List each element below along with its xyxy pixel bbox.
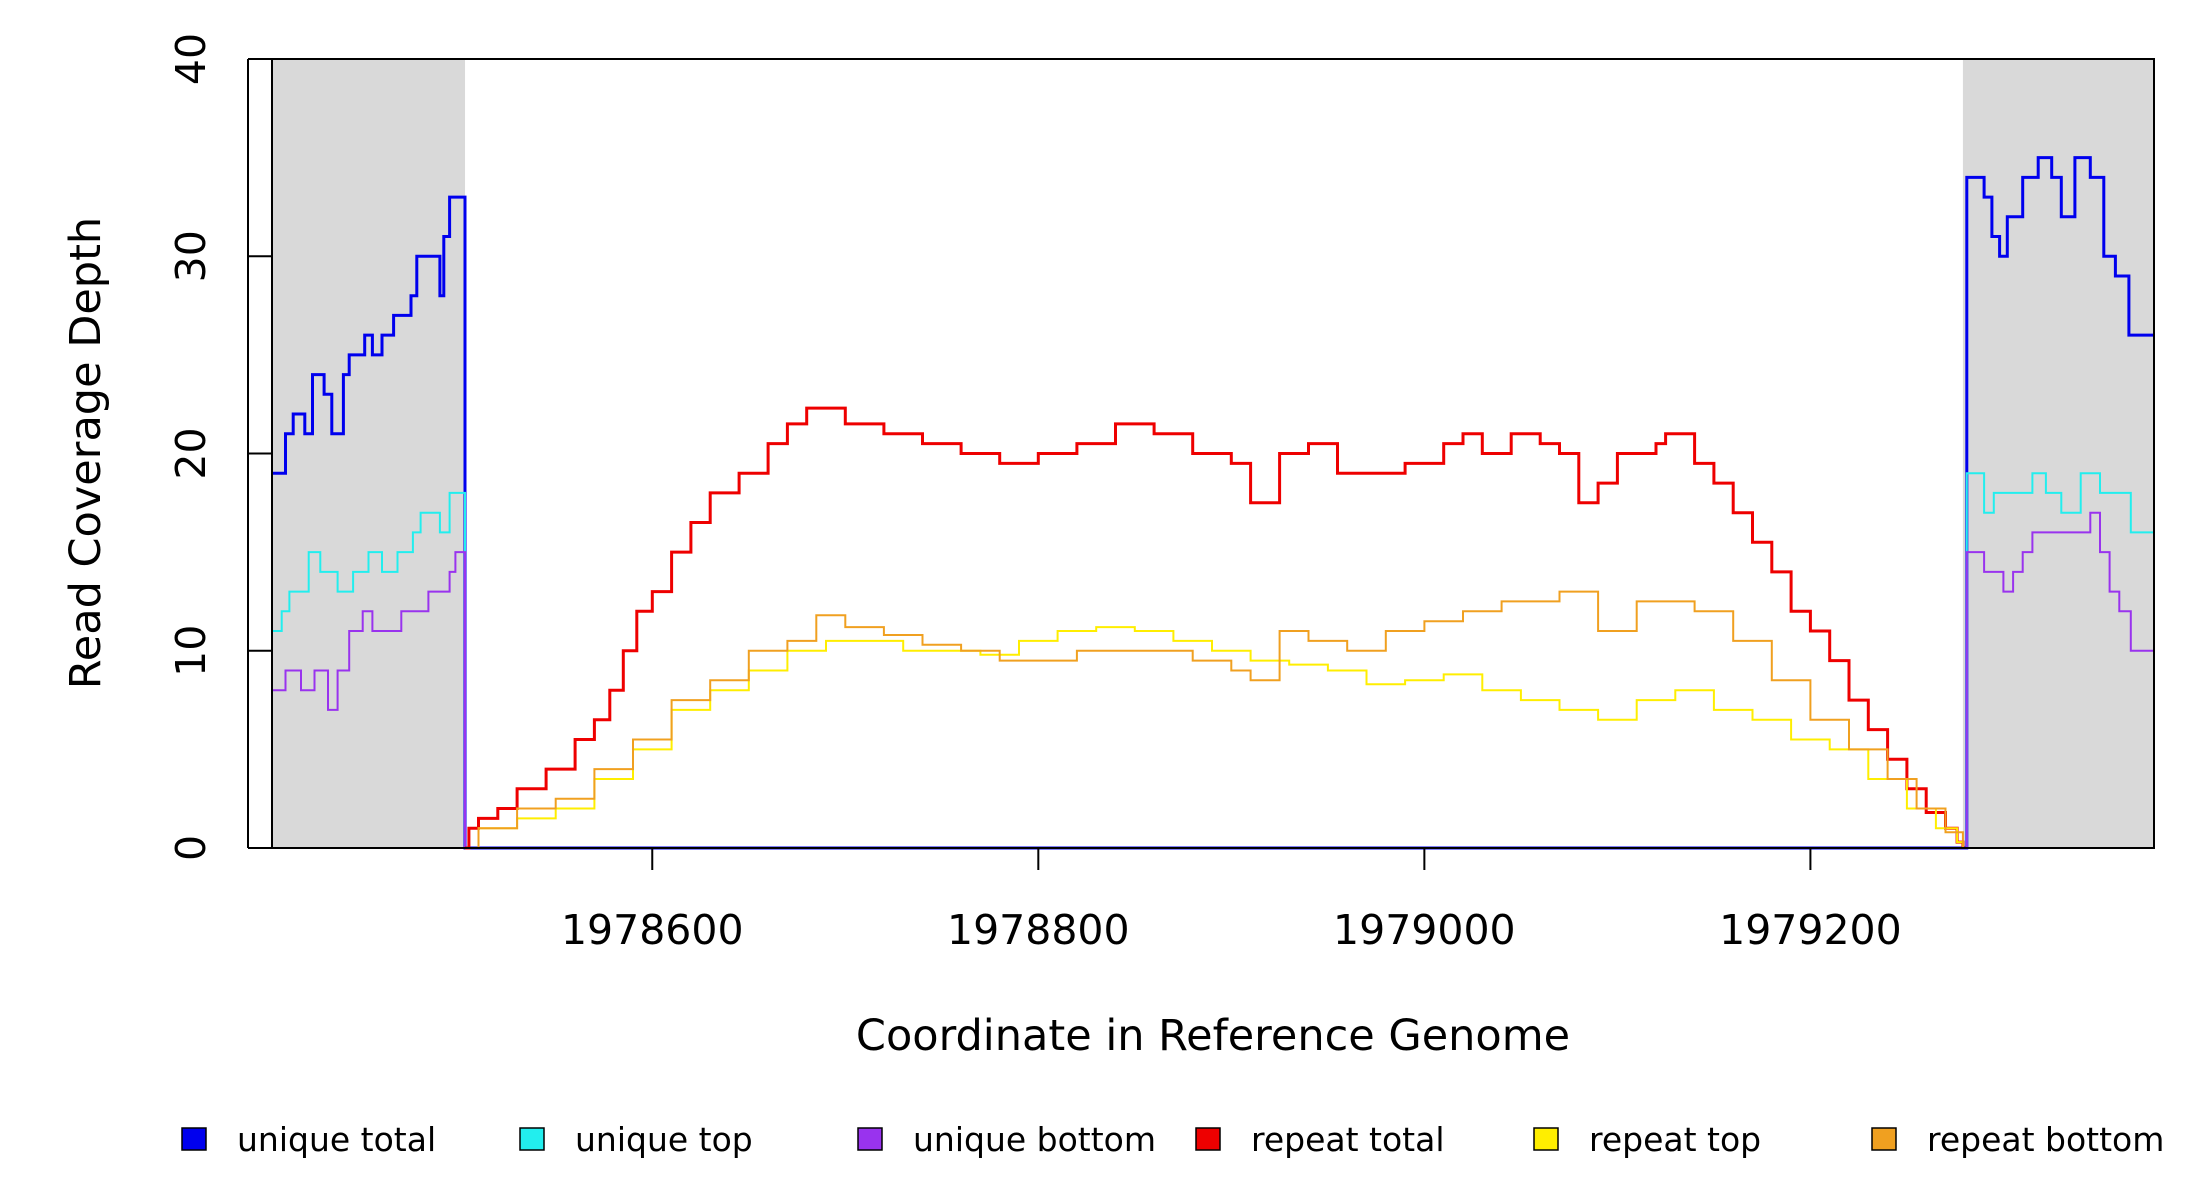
legend-label-unique-total: unique total [237,1120,436,1159]
legend-label-repeat-bottom: repeat bottom [1927,1120,2164,1159]
x-axis: 1978600 1978800 1979000 1979200 [561,848,1902,954]
y-tick-label: 30 [167,230,215,282]
x-tick-label: 1978600 [561,906,744,954]
y-axis-title: Read Coverage Depth [61,217,111,689]
x-axis-title: Coordinate in Reference Genome [856,1011,1570,1061]
series-line-repeat-total [465,406,1965,850]
legend-swatch-unique-top [519,1127,545,1151]
x-tick-label: 1978800 [947,906,1130,954]
legend-label-unique-bottom: unique bottom [913,1120,1156,1159]
series-line-repeat-bottom [465,590,1964,849]
y-axis: 0 10 20 30 40 [167,33,272,861]
y-tick-label: 10 [167,625,215,677]
x-tick-label: 1979200 [1719,906,1902,954]
shaded-region-1 [272,59,466,848]
legend-label-repeat-top: repeat top [1589,1120,1761,1159]
y-tick-label: 0 [167,835,215,861]
y-tick-label: 40 [167,33,215,85]
legend-swatch-repeat-top [1533,1127,1559,1151]
legend-swatch-unique-total [181,1127,207,1151]
legend: unique total unique top unique bottom repea… [181,1120,2164,1159]
legend-swatch-repeat-bottom [1871,1127,1897,1151]
series-lines [272,156,2154,850]
legend-label-unique-top: unique top [575,1120,753,1159]
x-tick-label: 1979000 [1333,906,1516,954]
legend-label-repeat-total: repeat total [1251,1120,1445,1159]
series-line-unique-total [272,156,2154,850]
series-line-unique-top [272,472,2154,849]
legend-swatch-unique-bottom [857,1127,883,1151]
series-line-unique-bottom [272,511,2154,849]
y-tick-label: 20 [167,427,215,479]
legend-swatch-repeat-total [1195,1127,1221,1151]
shaded-region-2 [1962,59,2154,848]
shaded-regions [272,59,2154,848]
series-line-repeat-top [465,626,1964,849]
